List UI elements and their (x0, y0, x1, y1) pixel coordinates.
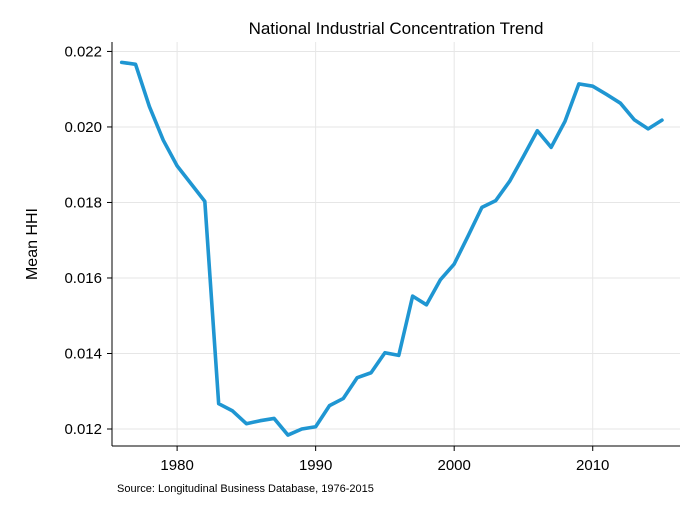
x-tick-label: 2000 (437, 457, 470, 474)
y-axis-label: Mean HHI (24, 208, 41, 280)
data-point (647, 127, 650, 130)
data-point (411, 295, 414, 298)
data-point (273, 417, 276, 420)
data-point (550, 146, 553, 149)
series-line-mean-hhi (119, 60, 664, 437)
x-tick-label: 2010 (576, 457, 609, 474)
data-point (453, 263, 456, 266)
data-point (120, 61, 123, 64)
y-tick-label: 0.016 (64, 270, 102, 287)
y-tick-label: 0.018 (64, 194, 102, 211)
data-point (439, 278, 442, 281)
x-tick-label: 1980 (160, 457, 193, 474)
data-point (259, 419, 262, 422)
data-point (176, 164, 179, 167)
data-point (536, 129, 539, 132)
data-point (522, 155, 525, 158)
chart-title: National Industrial Concentration Trend (249, 19, 544, 38)
data-point (480, 206, 483, 209)
tick-labels: 0.012 0.014 0.016 0.018 0.020 0.022 1980 1990 20… (64, 43, 609, 474)
axes (111, 42, 680, 447)
data-point (619, 102, 622, 105)
data-point (508, 180, 511, 183)
source-note: Source: Longitudinal Business Database, … (117, 483, 374, 495)
data-point (286, 434, 289, 437)
data-point (148, 105, 151, 108)
y-tick-label: 0.014 (64, 345, 102, 362)
data-point (134, 63, 137, 66)
data-point (425, 303, 428, 306)
data-point (300, 428, 303, 431)
data-point (494, 199, 497, 202)
data-point (564, 120, 567, 123)
data-point (162, 139, 165, 142)
data-point (342, 397, 345, 400)
y-tick-label: 0.020 (64, 119, 102, 136)
data-point (660, 119, 663, 122)
x-tick-label: 1990 (299, 457, 332, 474)
data-point (231, 409, 234, 412)
tick-marks (107, 50, 594, 451)
data-point (467, 235, 470, 238)
data-point (577, 82, 580, 85)
data-point (397, 354, 400, 357)
data-point (383, 351, 386, 354)
grid-lines (112, 42, 680, 446)
data-point (633, 118, 636, 121)
data-point (245, 422, 248, 425)
series (119, 60, 664, 437)
data-point (217, 402, 220, 405)
data-point (203, 200, 206, 203)
data-point (328, 404, 331, 407)
data-point (314, 425, 317, 428)
data-point (189, 182, 192, 185)
y-tick-label: 0.022 (64, 43, 102, 60)
data-point (370, 371, 373, 374)
data-point (356, 376, 359, 379)
y-tick-label: 0.012 (64, 421, 102, 438)
data-point (591, 85, 594, 88)
data-point (605, 93, 608, 96)
